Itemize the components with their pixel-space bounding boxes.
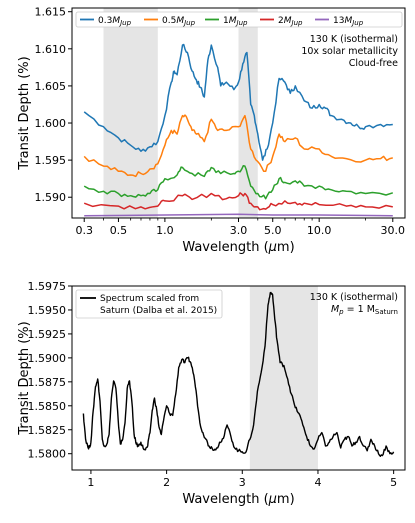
shaded-band xyxy=(238,8,258,218)
legend: Spectrum scaled from Saturn (Dalba et al.… xyxy=(75,289,223,319)
x-tick-label: 0.5 xyxy=(110,224,128,237)
legend: 0.3MJup 0.5MJup 1MJup 2MJup 13MJup xyxy=(75,11,403,28)
x-tick-label: 30.0 xyxy=(381,224,406,237)
shaded-band xyxy=(249,286,318,470)
y-tick-label: 1.595 xyxy=(35,154,67,167)
plot-frame xyxy=(71,285,406,471)
legend-label: 1MJup xyxy=(223,16,248,27)
legend-label: 0.3MJup xyxy=(98,16,132,27)
x-tick-label: 3 xyxy=(239,476,246,489)
y-tick-label: 1.600 xyxy=(35,117,67,130)
series-line xyxy=(83,192,393,211)
annotation-line: 10x solar metallicity xyxy=(301,46,398,57)
y-tick-label: 1.5950 xyxy=(28,304,67,317)
x-axis-label: Wavelength (μm) xyxy=(182,492,294,507)
shaded-band xyxy=(103,8,158,218)
legend-label: Spectrum scaled from xyxy=(100,294,199,304)
legend-box xyxy=(75,289,223,319)
annotation-line: Mp = 1 MSaturn xyxy=(331,304,398,316)
series-line xyxy=(84,213,393,217)
y-tick-label: 1.615 xyxy=(35,6,67,19)
legend-label: 2MJup xyxy=(278,16,303,27)
y-axis-label: Transit Depth (%) xyxy=(17,321,32,435)
x-tick-label: 0.3 xyxy=(75,224,93,237)
y-tick-label: 1.5850 xyxy=(28,400,67,413)
x-axis-label: Wavelength (μm) xyxy=(182,240,294,255)
legend-box xyxy=(75,11,403,28)
series-line xyxy=(83,114,393,178)
y-tick-label: 1.605 xyxy=(35,80,67,93)
y-tick-label: 1.5925 xyxy=(28,328,67,341)
y-tick-label: 1.5875 xyxy=(28,376,67,389)
y-tick-label: 1.610 xyxy=(35,43,67,56)
annotation-line: 130 K (isothermal) xyxy=(310,292,398,303)
x-tick-label: 1 xyxy=(87,476,94,489)
legend-label: 13MJup xyxy=(333,16,364,27)
annotation-line: 130 K (isothermal) xyxy=(310,34,398,45)
series-line xyxy=(82,291,395,457)
y-axis-label: Transit Depth (%) xyxy=(17,56,32,170)
x-tick-label: 5.0 xyxy=(264,224,282,237)
series-line xyxy=(83,164,394,200)
legend-label: Saturn (Dalba et al. 2015) xyxy=(100,306,217,316)
x-tick-label: 4 xyxy=(314,476,321,489)
y-tick-label: 1.5900 xyxy=(28,352,67,365)
x-tick-label: 5 xyxy=(390,476,397,489)
y-tick-label: 1.590 xyxy=(35,191,67,204)
series-line xyxy=(83,43,393,161)
y-tick-label: 1.5800 xyxy=(28,448,67,461)
y-tick-label: 1.5975 xyxy=(28,280,67,293)
chart-top: 0.3 0.5 1.0 3.0 5.0 10.0 30.0 1.590 1.595 1.600 1.… xyxy=(17,6,406,255)
legend-label: 0.5MJup xyxy=(162,16,196,27)
x-tick-label: 10.0 xyxy=(307,224,332,237)
chart-bottom: 1 2 3 4 5 1.5800 1.5825 1.5850 1.5875 1.5900 1.592… xyxy=(17,280,406,507)
y-tick-label: 1.5825 xyxy=(28,424,67,437)
x-tick-label: 3.0 xyxy=(230,224,248,237)
x-tick-label: 1.0 xyxy=(156,224,174,237)
annotation-line: Cloud-free xyxy=(349,58,398,69)
x-tick-label: 2 xyxy=(163,476,170,489)
